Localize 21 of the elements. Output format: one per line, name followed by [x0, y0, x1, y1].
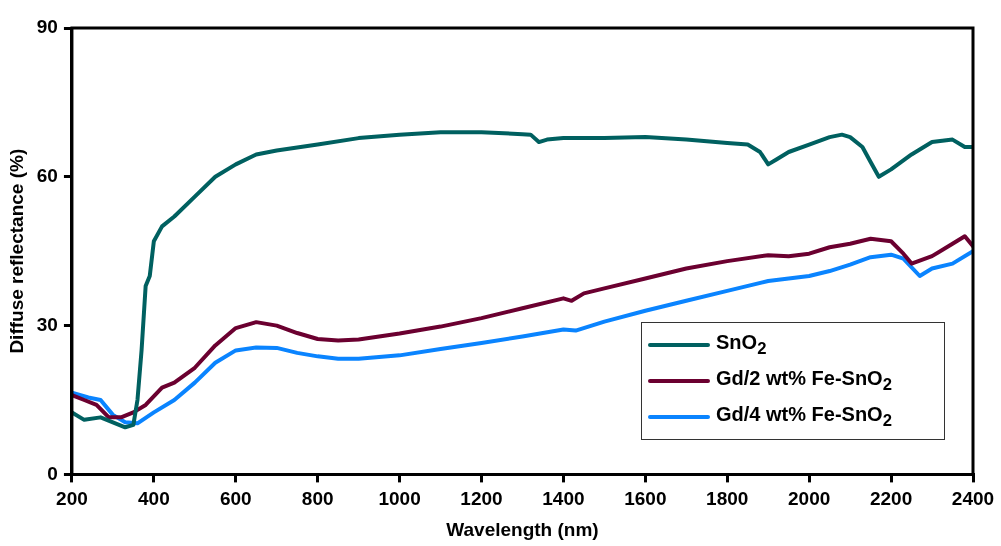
y-tick-label: 60 — [36, 165, 58, 187]
y-axis-title: Diffuse reflectance (%) — [5, 148, 27, 354]
x-tick-label: 1400 — [542, 488, 585, 510]
x-tick-label: 600 — [219, 488, 252, 510]
x-tick-label: 200 — [56, 488, 88, 510]
legend-label: SnO$_{2}$ — [716, 331, 767, 359]
x-tick-label: 2400 — [951, 488, 995, 510]
x-tick-label: 2000 — [788, 488, 831, 510]
x-tick-label: 1200 — [460, 488, 503, 510]
x-tick-label: 1800 — [706, 488, 749, 510]
x-tick-label: 2200 — [869, 488, 913, 510]
legend-label: Gd/4 wt% Fe-SnO$_{2}$ — [716, 403, 892, 431]
y-tick-label: 90 — [36, 16, 58, 38]
x-tick-label: 1000 — [378, 488, 421, 510]
y-tick-label: 0 — [47, 462, 58, 484]
x-tick-label: 1600 — [624, 488, 667, 510]
x-tick-label: 800 — [301, 488, 334, 510]
x-tick-label: 400 — [138, 488, 170, 510]
legend-label: Gd/2 wt% Fe-SnO$_{2}$ — [716, 367, 892, 395]
y-tick-label: 30 — [36, 313, 58, 335]
x-axis-title: Wavelength (nm) — [446, 518, 599, 540]
